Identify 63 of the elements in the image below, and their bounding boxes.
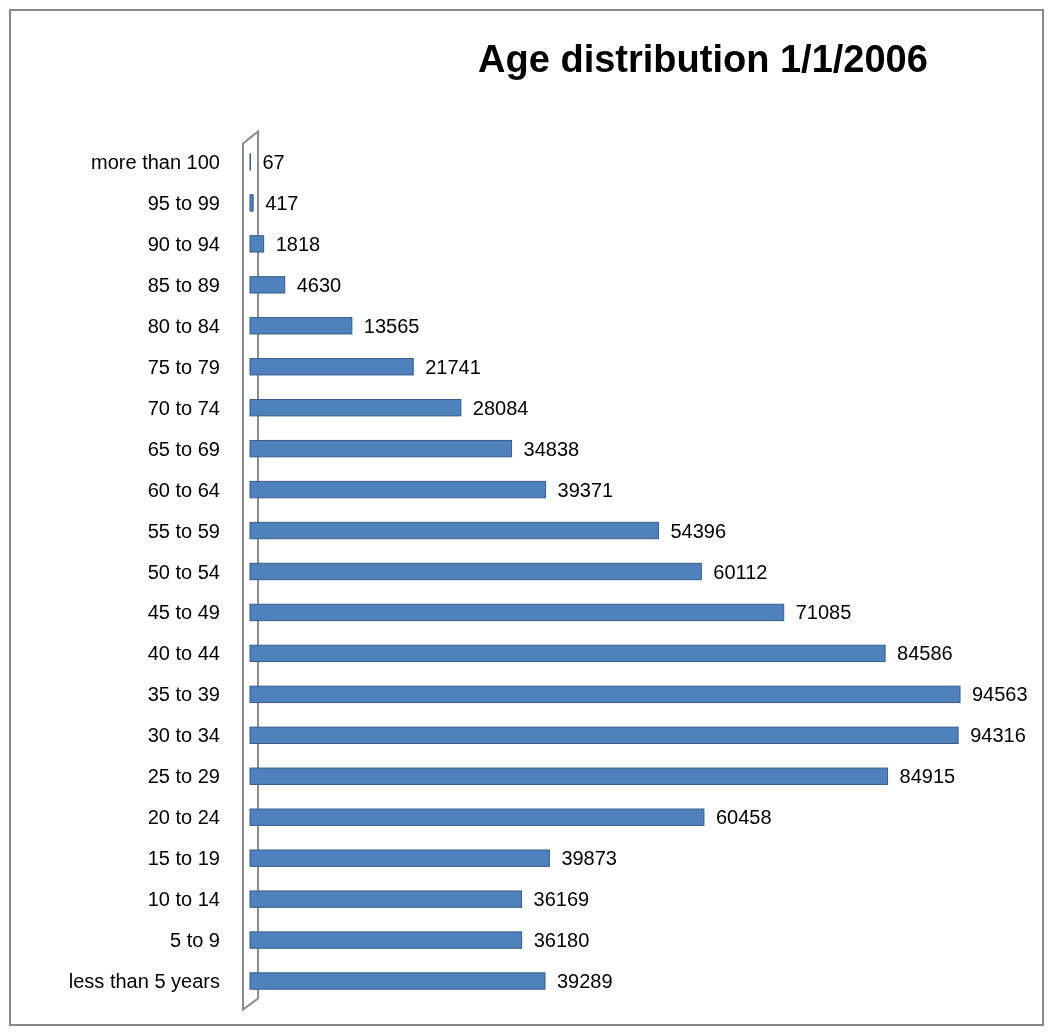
bar <box>249 685 961 704</box>
data-label: 84915 <box>899 765 956 788</box>
data-label: 67 <box>262 150 285 173</box>
bar <box>249 931 523 949</box>
y-tick-label: less than 5 years <box>68 970 220 993</box>
data-label: 39289 <box>556 970 613 993</box>
data-label: 13565 <box>363 314 420 337</box>
bar <box>249 235 265 253</box>
y-tick-label: 90 to 94 <box>147 232 220 255</box>
bar <box>249 972 546 990</box>
data-label: 1818 <box>275 232 321 255</box>
y-tick-label: 65 to 69 <box>147 437 220 460</box>
y-tick-label: 55 to 59 <box>147 519 220 542</box>
data-label: 34838 <box>523 437 580 460</box>
data-label: 60458 <box>715 806 772 829</box>
y-tick-label: 35 to 39 <box>147 683 220 706</box>
bar <box>249 439 513 458</box>
y-tick-label: 20 to 24 <box>147 806 220 829</box>
y-tick-label: 50 to 54 <box>147 560 220 583</box>
data-label: 84586 <box>897 642 953 665</box>
data-label: 28084 <box>472 396 529 419</box>
bar <box>249 808 705 826</box>
y-tick-label: 5 to 9 <box>169 929 220 952</box>
y-tick-label: 15 to 19 <box>147 847 220 870</box>
bar <box>249 317 353 335</box>
data-label: 60112 <box>713 560 768 583</box>
bar <box>249 767 889 785</box>
data-label: 21741 <box>425 355 481 378</box>
y-tick-label: 25 to 29 <box>147 765 220 788</box>
data-label: 4630 <box>296 273 342 296</box>
bar <box>249 521 659 540</box>
bar <box>249 194 254 212</box>
y-tick-label: 80 to 84 <box>147 314 220 337</box>
y-tick-label: 60 to 64 <box>147 478 220 501</box>
y-tick-label: 85 to 89 <box>147 273 220 296</box>
data-label: 94316 <box>970 724 1026 747</box>
y-tick-label: more than 100 <box>91 150 220 173</box>
bar <box>249 644 886 663</box>
bar <box>249 849 550 867</box>
data-label: 94563 <box>972 683 1028 706</box>
bar <box>249 562 702 581</box>
y-tick-label: 10 to 14 <box>147 888 220 911</box>
bar <box>249 358 414 376</box>
bar <box>249 603 785 622</box>
data-label: 417 <box>265 191 299 214</box>
bar <box>249 726 959 744</box>
data-label: 39873 <box>561 847 617 870</box>
y-tick-label: 40 to 44 <box>147 642 220 665</box>
y-tick-label: 30 to 34 <box>147 724 220 747</box>
bar <box>249 399 462 417</box>
data-label: 54396 <box>670 519 727 542</box>
bar <box>249 890 523 908</box>
y-tick-label: 45 to 49 <box>147 601 220 624</box>
y-tick-label: 75 to 79 <box>147 355 220 378</box>
data-label: 36180 <box>533 929 590 952</box>
y-tick-label: 70 to 74 <box>147 396 220 419</box>
y-tick-label: 95 to 99 <box>147 191 220 214</box>
data-label: 36169 <box>533 888 590 911</box>
data-label: 39371 <box>557 478 614 501</box>
bar <box>249 480 547 499</box>
bar <box>249 276 286 294</box>
data-label: 71085 <box>795 601 852 624</box>
chart-title: Age distribution 1/1/2006 <box>478 38 928 80</box>
